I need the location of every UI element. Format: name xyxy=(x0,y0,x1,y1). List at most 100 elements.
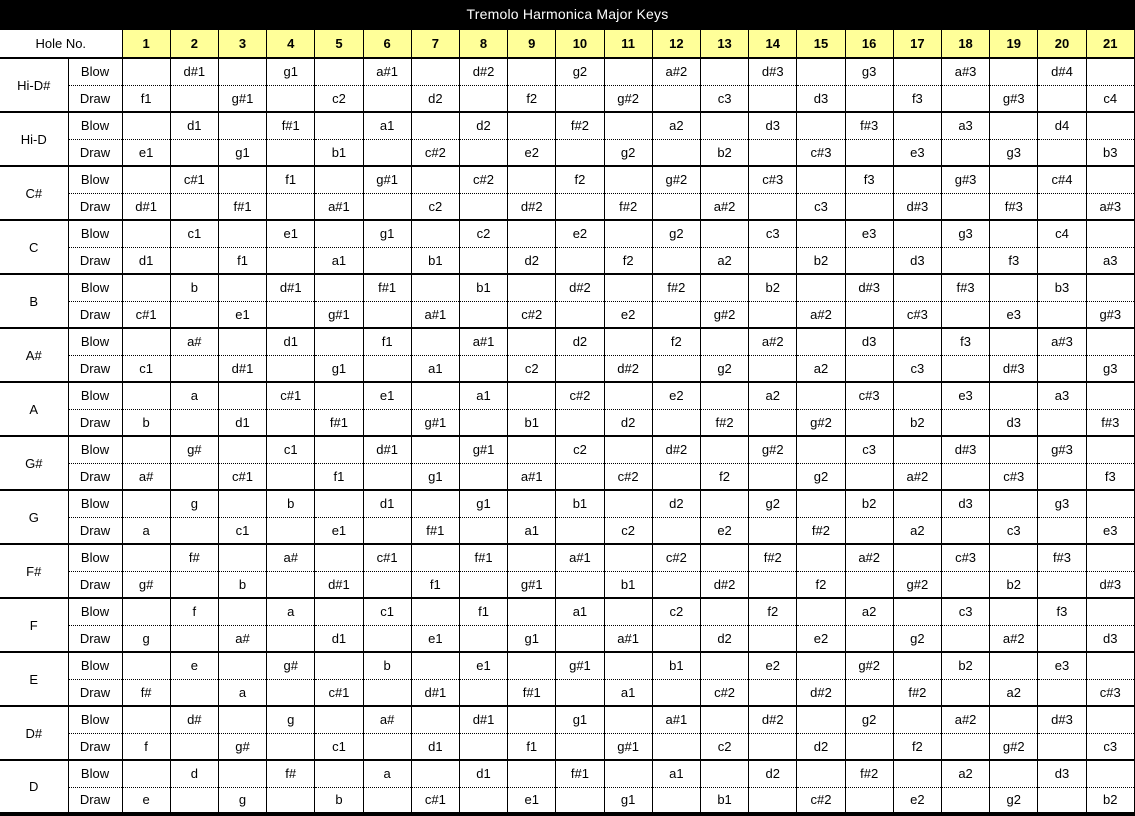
note-cell: e3 xyxy=(989,301,1039,329)
draw-row: Draw f# a c#1 d#1 f#1 a1 c#2 d#2 f#2 a2 c#3 xyxy=(0,679,1135,707)
note-cell xyxy=(1037,517,1087,545)
note-cell xyxy=(603,274,653,302)
note-cell: g2 xyxy=(699,355,750,383)
note-cell xyxy=(507,706,557,734)
note-cell xyxy=(314,58,364,86)
note-cell xyxy=(892,382,942,410)
note-cell: e1 xyxy=(217,301,268,329)
note-cell xyxy=(1037,625,1087,653)
note-cell: f#3 xyxy=(844,112,894,140)
draw-row: Draw a c1 e1 f#1 a1 c2 e2 f#2 a2 c3 e3 xyxy=(0,517,1135,545)
note-cell: f#2 xyxy=(699,409,750,437)
note-cell: b3 xyxy=(1085,139,1135,167)
key-group: F# Blow f# a# c#1 f#1 a#1 c#2 f#2 a#2 c#3 f#3 Draw g#… xyxy=(0,544,1135,599)
blow-row: G Blow g b d1 g1 b1 d2 g2 b2 d3 g3 xyxy=(0,490,1135,545)
note-cell xyxy=(748,517,798,545)
note-cell: b1 xyxy=(651,652,701,680)
note-cell xyxy=(217,58,268,86)
note-cell: a#3 xyxy=(1085,193,1135,221)
note-cell xyxy=(458,139,509,167)
note-cell: g xyxy=(169,490,219,518)
note-cell xyxy=(699,112,750,140)
note-cell xyxy=(362,517,412,545)
note-cell xyxy=(844,571,894,599)
note-cell xyxy=(796,760,846,788)
note-cell xyxy=(314,220,364,248)
note-cell xyxy=(748,733,798,761)
note-cell xyxy=(217,436,268,464)
note-cell: d#2 xyxy=(748,706,798,734)
note-cell xyxy=(844,733,894,761)
note-cell xyxy=(555,625,605,653)
note-cell: a# xyxy=(266,544,316,572)
note-cell: f3 xyxy=(844,166,894,194)
note-cell: f3 xyxy=(989,247,1039,275)
note-cell: c2 xyxy=(410,193,460,221)
note-cell xyxy=(699,58,750,86)
note-cell xyxy=(458,301,509,329)
note-cell: b1 xyxy=(507,409,557,437)
note-cell: g#2 xyxy=(748,436,798,464)
note-cell xyxy=(266,247,316,275)
note-cell: a xyxy=(217,679,268,707)
note-cell xyxy=(266,193,316,221)
hole-number: 13 xyxy=(699,28,750,59)
note-cell xyxy=(507,598,557,626)
note-cell xyxy=(940,517,991,545)
note-cell xyxy=(458,517,509,545)
note-cell: g2 xyxy=(844,706,894,734)
note-cell xyxy=(892,760,942,788)
note-cell xyxy=(362,571,412,599)
note-cell: a2 xyxy=(844,598,894,626)
note-cell: b2 xyxy=(989,571,1039,599)
note-cell xyxy=(169,409,219,437)
note-cell xyxy=(603,706,653,734)
blow-label: Blow xyxy=(67,544,123,572)
note-cell xyxy=(458,85,509,113)
draw-label: Draw xyxy=(67,787,123,815)
note-cell: d3 xyxy=(1037,760,1087,788)
note-cell: g2 xyxy=(989,787,1039,815)
note-cell xyxy=(1085,382,1135,410)
note-cell: d2 xyxy=(555,328,605,356)
blow-label: Blow xyxy=(67,58,123,86)
key-group: G# Blow g# c1 d#1 g#1 c2 d#2 g#2 c3 d#3 g#3 Draw a# c#… xyxy=(0,436,1135,491)
note-cell: d1 xyxy=(169,112,219,140)
note-cell: d2 xyxy=(507,247,557,275)
note-cell xyxy=(217,760,268,788)
note-cell: e2 xyxy=(892,787,942,815)
note-cell: a xyxy=(121,517,171,545)
note-cell xyxy=(507,760,557,788)
note-cell xyxy=(362,409,412,437)
note-cell: f3 xyxy=(892,85,942,113)
blow-label: Blow xyxy=(67,598,123,626)
note-cell xyxy=(989,166,1039,194)
note-cell xyxy=(748,355,798,383)
note-cell: f#1 xyxy=(266,112,316,140)
note-cell: d2 xyxy=(603,409,653,437)
note-cell: a#1 xyxy=(603,625,653,653)
note-cell: b xyxy=(121,409,171,437)
note-cell: d#3 xyxy=(748,58,798,86)
note-cell: d#3 xyxy=(1037,706,1087,734)
note-cell: g#3 xyxy=(940,166,991,194)
note-cell: d2 xyxy=(796,733,846,761)
blow-label: Blow xyxy=(67,760,123,788)
note-cell: d xyxy=(169,760,219,788)
key-name: Hi-D# xyxy=(0,58,69,113)
note-cell xyxy=(748,139,798,167)
note-cell xyxy=(796,598,846,626)
note-cell xyxy=(651,787,701,815)
note-cell: d3 xyxy=(1085,625,1135,653)
note-cell: f2 xyxy=(603,247,653,275)
note-cell: f3 xyxy=(1085,463,1135,491)
note-cell xyxy=(603,382,653,410)
note-cell: c1 xyxy=(266,436,316,464)
note-cell: a#2 xyxy=(699,193,750,221)
hole-number: 5 xyxy=(314,28,364,59)
note-cell: e1 xyxy=(314,517,364,545)
draw-row: Draw a# c#1 f1 g1 a#1 c#2 f2 g2 a#2 c#3 f3 xyxy=(0,463,1135,491)
key-name: D xyxy=(0,760,69,815)
note-cell xyxy=(989,544,1039,572)
note-cell xyxy=(121,112,171,140)
